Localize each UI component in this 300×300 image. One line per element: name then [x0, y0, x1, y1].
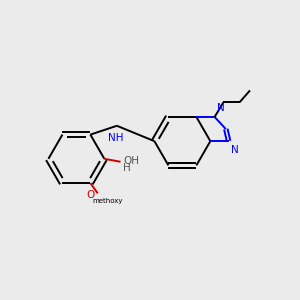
Text: NH: NH [108, 133, 123, 143]
Text: N: N [231, 145, 239, 155]
Text: OH: OH [123, 156, 139, 166]
Text: H: H [123, 163, 131, 173]
Text: N: N [217, 103, 225, 113]
Text: O: O [86, 190, 95, 200]
Text: methoxy: methoxy [93, 198, 123, 204]
